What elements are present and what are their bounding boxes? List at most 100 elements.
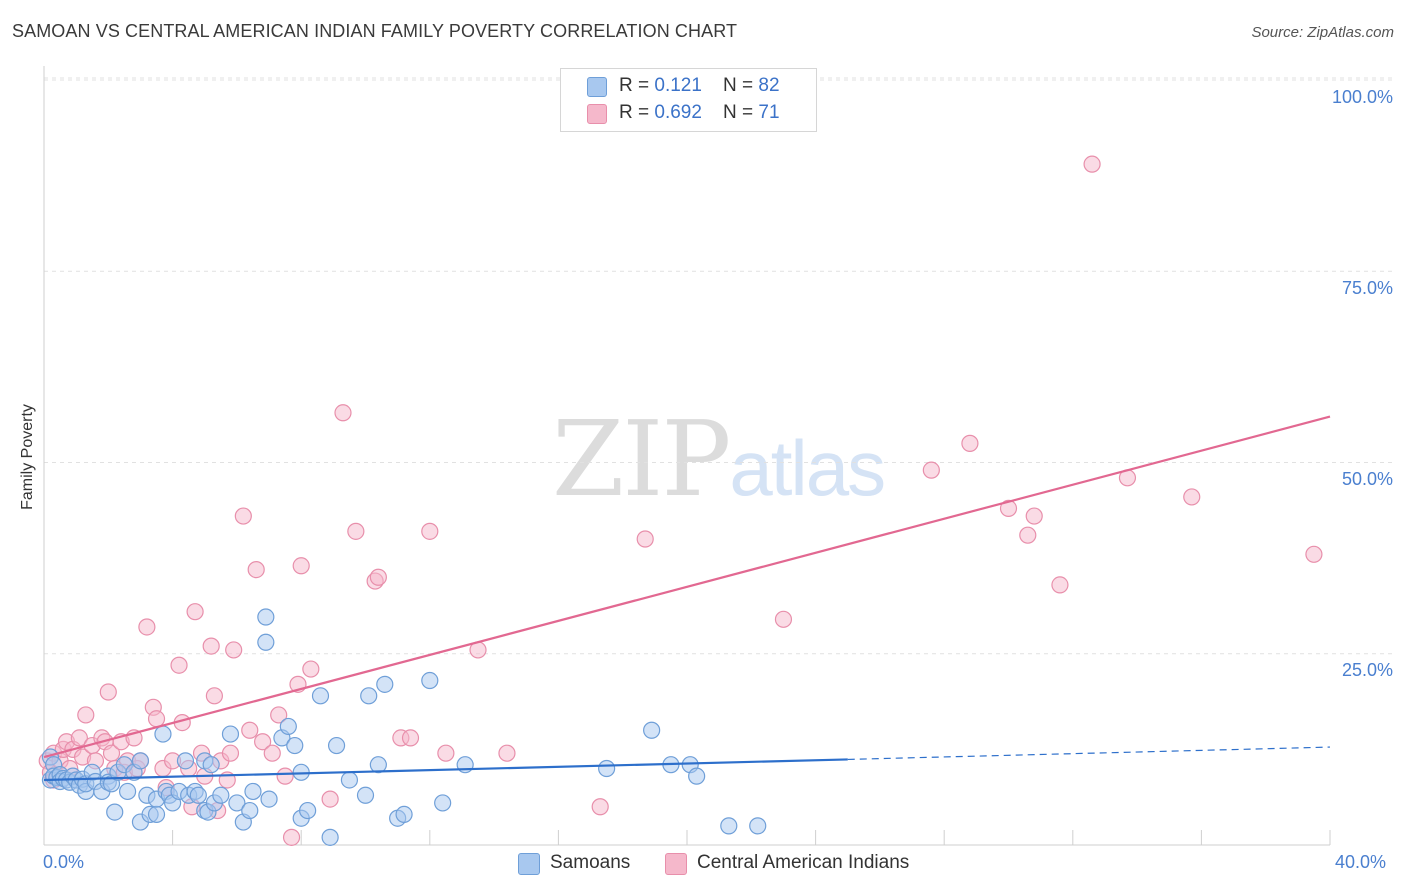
central-american-indians-point (186, 603, 204, 621)
central-american-indians-point (999, 499, 1018, 517)
central-american-indians-point (241, 721, 259, 739)
legend-n-value: 82 (758, 75, 780, 96)
legend-n-value: 71 (758, 102, 780, 123)
samoans-point (360, 687, 378, 705)
central-american-indians-point (138, 618, 156, 636)
central-american-indians-point (234, 507, 252, 525)
samoans-point (598, 759, 616, 778)
legend-n-label: N = (723, 75, 759, 96)
legend-r-label: R = (619, 75, 655, 96)
central-american-indians-point (221, 744, 240, 762)
samoans-point (340, 771, 359, 789)
central-american-indians-point (1305, 545, 1323, 563)
central-american-indians-point (498, 744, 516, 762)
series-legend-label: Central American Indians (697, 852, 910, 873)
samoans-point (434, 794, 452, 812)
y-tick-label-25: 25.0% (1341, 660, 1393, 680)
y-tick-label-75: 75.0% (1341, 278, 1393, 298)
watermark-atlas: atlas (729, 424, 886, 512)
samoans-point (228, 794, 246, 812)
central-american-indians-point (270, 706, 288, 724)
x-tick-label-40: 40.0% (1335, 852, 1387, 872)
samoans-point (299, 801, 317, 820)
samoans-point (395, 805, 413, 824)
central-american-indians-point (1183, 488, 1201, 506)
central-american-indians-point (774, 610, 793, 628)
series-legend-label: Samoans (550, 852, 631, 873)
central-american-indians-point (421, 522, 439, 540)
watermark-zip: ZIP (552, 398, 731, 520)
central-american-indians-point (591, 798, 609, 816)
central-american-indians-point (70, 729, 88, 747)
legend-stats-samoans: R = 0.121 N = 82 (619, 75, 780, 97)
series-legend-swatch-blue (518, 853, 540, 875)
central-american-indians-point (401, 729, 420, 747)
legend-r-label: R = (619, 102, 655, 123)
correlation-legend: R = 0.121 N = 82 R = 0.692 N = 71 (560, 68, 817, 132)
legend-r-value: 0.692 (654, 102, 702, 123)
central-american-indians-point (636, 530, 654, 548)
samoans-point (154, 725, 172, 743)
samoans-point (376, 675, 394, 693)
samoans-point (688, 767, 706, 785)
central-american-indians-point (961, 434, 979, 452)
chart-title: SAMOAN VS CENTRAL AMERICAN INDIAN FAMILY… (12, 21, 738, 41)
central-american-indians-point (437, 744, 455, 762)
central-american-indians-point (292, 557, 310, 575)
samoans-point (369, 756, 387, 774)
samoans-point (286, 736, 304, 755)
y-axis-label: Family Poverty (19, 404, 36, 510)
central-american-indians-point (321, 790, 339, 808)
central-american-indians-point (170, 656, 188, 674)
central-american-indians-point (282, 828, 301, 846)
samoans-point (257, 633, 275, 651)
samoans-point (244, 782, 262, 801)
legend-r-value: 0.121 (654, 75, 702, 96)
samoans-point (212, 786, 230, 804)
central-american-indians-point (99, 683, 117, 701)
samoans-point (311, 687, 330, 705)
samoans-point (257, 608, 275, 626)
y-tick-label-100: 100.0% (1331, 87, 1393, 107)
central-american-indians-point (1083, 155, 1101, 173)
samoans-point (189, 786, 207, 804)
samoans-point (118, 782, 137, 801)
samoans-point (176, 752, 195, 770)
samoans-point (356, 786, 375, 804)
central-american-indians-point (263, 744, 281, 762)
samoans-point (279, 717, 297, 736)
grid-layer (44, 77, 1392, 655)
samoans-point (643, 721, 661, 739)
samoans-point (749, 817, 767, 835)
central-american-indians-point (347, 522, 365, 540)
central-american-indians-point (1019, 526, 1037, 544)
axes-layer (43, 66, 1331, 846)
samoans-point (421, 671, 439, 690)
trend-layer (43, 415, 1331, 782)
central-american-indians-point (922, 461, 940, 479)
legend-swatch-blue (587, 77, 607, 97)
central-american-indians-point (334, 404, 352, 422)
central-american-indians-trend-line (43, 415, 1331, 759)
y-tick-label-50: 50.0% (1341, 469, 1393, 489)
central-american-indians-point (276, 767, 294, 785)
legend-n-label: N = (723, 102, 759, 123)
samoans-trend-extension (847, 746, 1331, 761)
samoans-point (202, 756, 220, 774)
central-american-indians-point (147, 710, 166, 728)
central-american-indians-point (247, 560, 265, 579)
central-american-indians-point (205, 687, 223, 705)
samoans-point (327, 736, 346, 755)
central-american-indians-point (225, 641, 243, 659)
series-legend-swatch-pink (665, 853, 687, 875)
samoans-point (221, 725, 240, 743)
samoans-point (720, 817, 738, 835)
samoans-point (321, 828, 339, 846)
samoans-trend-line (43, 758, 848, 782)
central-american-indians-point (77, 706, 95, 724)
samoans-point (106, 803, 124, 821)
series-layer (38, 155, 1323, 846)
watermark: ZIPatlas (552, 398, 886, 520)
central-american-indians-point (254, 733, 272, 751)
